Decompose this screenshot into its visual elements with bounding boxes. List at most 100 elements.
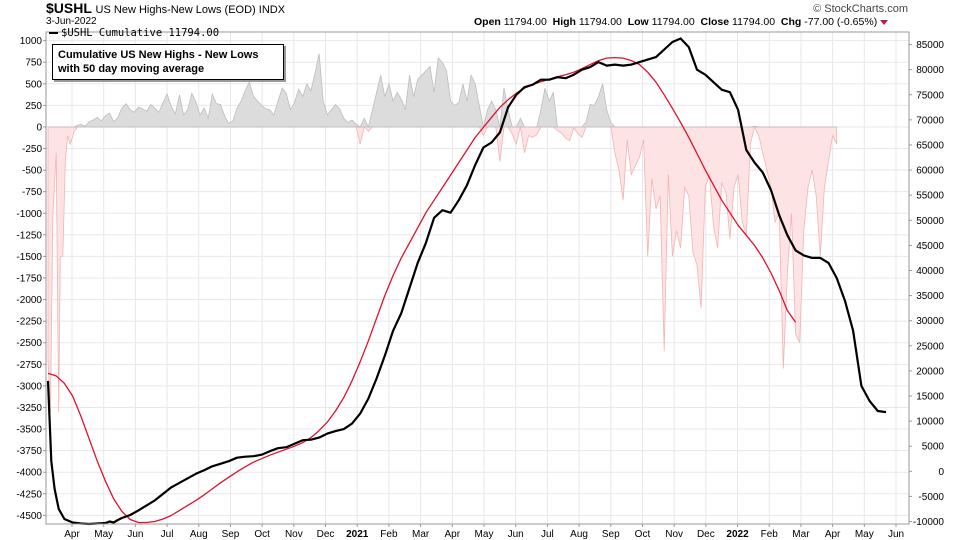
x-tick-label: Feb: [380, 529, 398, 540]
chg-label: Chg: [780, 16, 802, 28]
right-tick-label: 35000: [916, 291, 944, 302]
x-tick-label: Jun: [508, 529, 524, 540]
right-tick-label: 0: [938, 467, 944, 478]
x-tick-label: Dec: [317, 529, 335, 540]
left-tick-label: 500: [25, 79, 42, 90]
x-tick-label: May: [475, 529, 494, 540]
chart-annotation: Cumulative US New Highs - New Lows with 5…: [52, 44, 284, 80]
x-tick-label: Aug: [190, 529, 208, 540]
x-tick-label: Dec: [697, 529, 715, 540]
left-tick-label: -500: [22, 166, 42, 177]
x-tick-label: Oct: [254, 529, 270, 540]
left-tick-label: -4500: [16, 511, 42, 522]
new-highs-lows-histogram: [47, 53, 838, 412]
annotation-line-2: with 50 day moving average: [58, 63, 205, 75]
symbol: $USHL: [46, 0, 92, 16]
right-tick-label: 50000: [916, 216, 944, 227]
low-value: 11794.00: [651, 16, 695, 28]
open-value: 11794.00: [503, 16, 547, 28]
right-tick-label: 40000: [916, 266, 944, 277]
moving-average-line: [47, 56, 797, 524]
close-value: 11794.00: [732, 16, 776, 28]
left-axis-ticks: 1000 750 500 250 0 -250 -500 -750 -1000 -1250 -150…: [16, 36, 46, 522]
left-tick-label: -3750: [16, 446, 42, 457]
x-tick-label: Sep: [222, 529, 240, 540]
left-tick-label: -1000: [16, 209, 42, 220]
right-tick-label: 15000: [916, 391, 944, 402]
x-tick-label: Apr: [64, 529, 80, 540]
right-tick-label: 55000: [916, 191, 944, 202]
x-tick-label: May: [855, 529, 874, 540]
x-tick-label: Jul: [541, 529, 554, 540]
x-tick-label: Apr: [445, 529, 461, 540]
left-tick-label: 0: [36, 122, 42, 133]
x-tick-label: Oct: [635, 529, 651, 540]
high-value: 11794.00: [578, 16, 622, 28]
right-tick-label: 80000: [916, 65, 944, 76]
chart-date: 3-Jun-2022: [46, 16, 97, 27]
left-tick-label: -1750: [16, 274, 42, 285]
left-tick-label: -3000: [16, 381, 42, 392]
cumulative-line: [46, 37, 887, 526]
left-tick-label: 1000: [20, 36, 43, 47]
x-tick-label: Feb: [761, 529, 779, 540]
ohlc-readout: Open 11794.00 High 11794.00 Low 11794.00…: [474, 16, 889, 28]
series-lines: [46, 37, 887, 526]
right-tick-label: 45000: [916, 241, 944, 252]
left-tick-label: -750: [22, 187, 42, 198]
x-tick-label: Nov: [665, 529, 683, 540]
x-tick-label: Sep: [602, 529, 620, 540]
x-axis-ticks: Apr May Jun Jul Aug Sep Oct Nov Dec 2021 Feb Mar Apr…: [64, 524, 904, 540]
high-label: High: [552, 16, 576, 28]
x-tick-label: Aug: [570, 529, 588, 540]
legend-swatch: [49, 32, 58, 34]
low-label: Low: [627, 16, 649, 28]
right-tick-label: 20000: [916, 366, 944, 377]
x-tick-label: 2022: [726, 529, 749, 540]
left-tick-label: -4250: [16, 489, 42, 500]
right-tick-label: 65000: [916, 140, 944, 151]
right-tick-label: 5000: [922, 442, 945, 453]
right-tick-label: 60000: [916, 166, 944, 177]
chg-value: -77.00 (-0.65%): [804, 16, 878, 28]
exchange: INDX: [258, 4, 286, 16]
right-tick-label: 10000: [916, 417, 944, 428]
down-arrow-icon: [880, 19, 889, 25]
open-label: Open: [474, 16, 501, 28]
annotation-line-1: Cumulative US New Highs - New Lows: [58, 49, 259, 61]
x-tick-label: Mar: [412, 529, 430, 540]
left-tick-label: -1500: [16, 252, 42, 263]
left-tick-label: -250: [22, 144, 42, 155]
positive-area: [47, 53, 838, 129]
left-tick-label: -2500: [16, 338, 42, 349]
symbol-title: $USHL US New Highs-New Lows (EOD) INDX: [46, 0, 285, 16]
x-tick-label: Jun: [888, 529, 904, 540]
left-tick-label: 250: [25, 101, 42, 112]
stockcharts-credit[interactable]: © StockCharts.com: [813, 3, 908, 15]
left-tick-label: -2750: [16, 360, 42, 371]
close-label: Close: [700, 16, 730, 28]
left-tick-label: -2250: [16, 317, 42, 328]
left-tick-label: -1250: [16, 230, 42, 241]
right-axis-ticks: 8500080000750007000065000600005500050000…: [909, 40, 944, 528]
left-tick-label: -3500: [16, 425, 42, 436]
x-tick-label: Mar: [792, 529, 810, 540]
x-tick-label: 2021: [346, 529, 369, 540]
right-tick-label: -5000: [918, 492, 944, 503]
x-tick-label: Jun: [127, 529, 143, 540]
x-tick-label: Nov: [285, 529, 303, 540]
symbol-description: US New Highs-New Lows (EOD): [95, 4, 256, 16]
x-tick-label: May: [94, 529, 113, 540]
right-tick-label: 25000: [916, 341, 944, 352]
x-tick-label: Apr: [825, 529, 841, 540]
right-tick-label: 70000: [916, 115, 944, 126]
legend-label: $USHL Cumulative 11794.00: [61, 27, 220, 39]
right-tick-label: -10000: [913, 517, 945, 528]
series-legend: $USHL Cumulative 11794.00: [49, 27, 219, 39]
left-tick-label: -4000: [16, 468, 42, 479]
right-tick-label: 30000: [916, 316, 944, 327]
right-tick-label: 85000: [916, 40, 944, 51]
left-tick-label: -2000: [16, 295, 42, 306]
left-tick-label: 750: [25, 58, 42, 69]
